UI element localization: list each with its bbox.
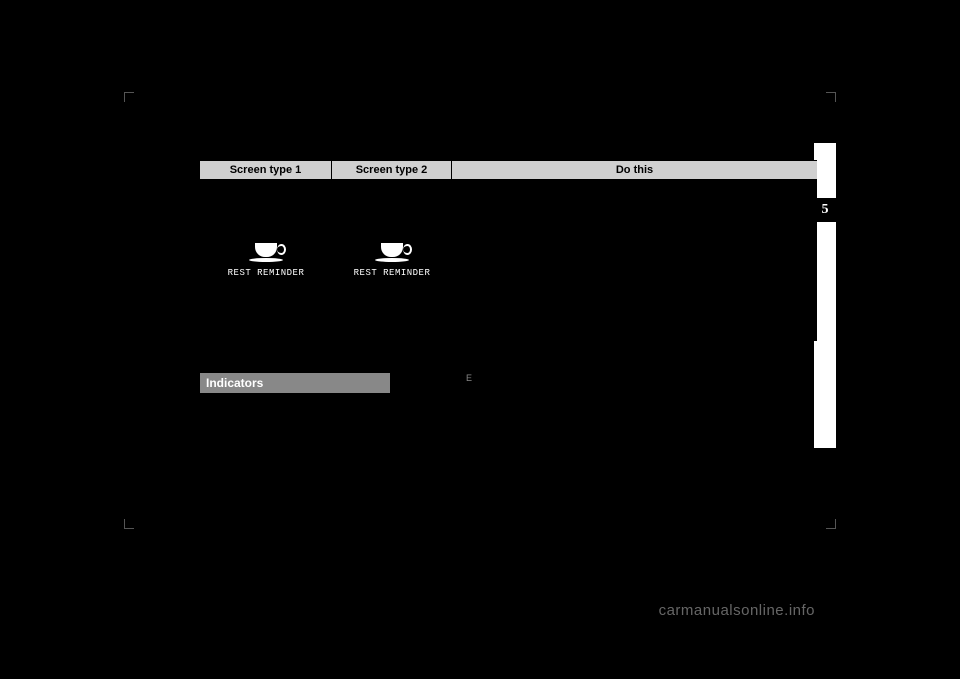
table-cell-screen2: REST REMINDER: [332, 180, 452, 340]
table-header-col1: Screen type 1: [200, 161, 332, 179]
chapter-number: 5: [814, 198, 836, 222]
table-header-row: Screen type 1 Screen type 2 Do this: [200, 161, 817, 180]
watermark-text: carmanualsonline.info: [659, 602, 815, 619]
side-tab: [814, 143, 836, 448]
table-cell-dothis: [452, 180, 817, 340]
table-row: REST REMINDER REST REMINDER: [200, 180, 817, 340]
table-cell-screen1: REST REMINDER: [200, 180, 332, 340]
crop-mark-tr: [826, 92, 836, 102]
coffee-cup-icon: [249, 243, 283, 268]
indicators-marker: E: [466, 373, 472, 383]
table-header-col2: Screen type 2: [332, 161, 452, 179]
crop-mark-tl: [124, 92, 134, 102]
coffee-cup-icon: [375, 243, 409, 268]
crop-mark-br: [826, 519, 836, 529]
indicators-heading: Indicators: [200, 373, 390, 393]
rest-reminder-label-1: REST REMINDER: [228, 268, 305, 278]
table-header-col3: Do this: [452, 161, 817, 179]
rest-reminder-label-2: REST REMINDER: [354, 268, 431, 278]
crop-mark-bl: [124, 519, 134, 529]
warning-table: Screen type 1 Screen type 2 Do this REST…: [200, 160, 817, 341]
